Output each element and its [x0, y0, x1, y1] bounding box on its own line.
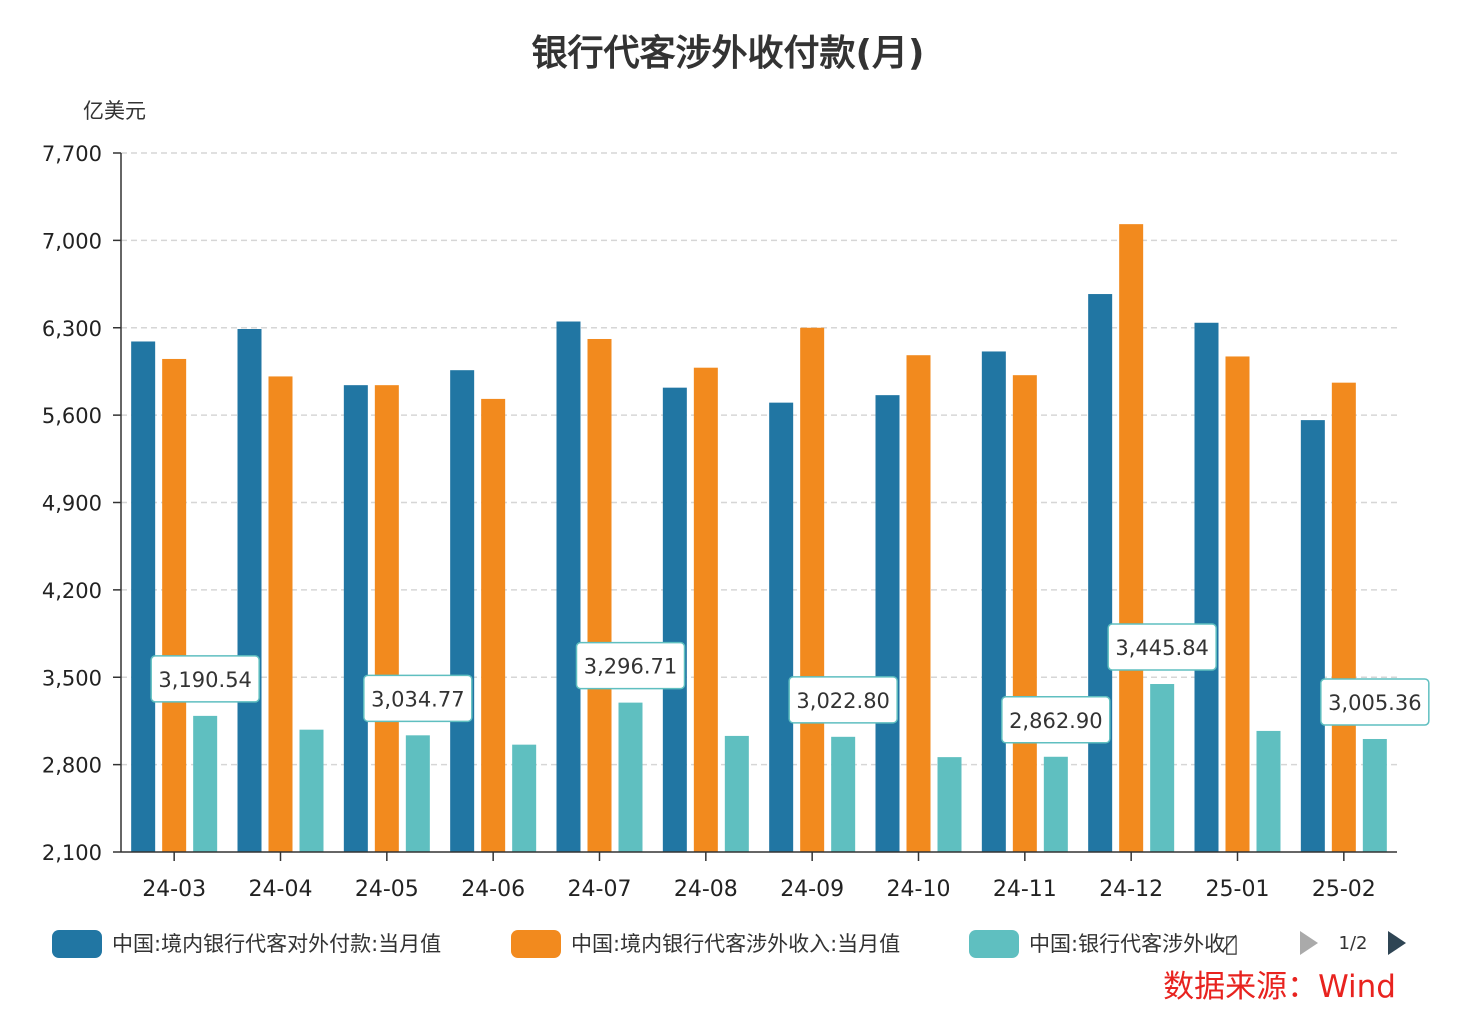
bar — [800, 327, 825, 852]
bar — [693, 367, 718, 852]
data-label-box — [1320, 678, 1430, 726]
bar — [162, 358, 187, 852]
legend-page-indicator: 1/2 — [1339, 933, 1368, 954]
data-label: 3,005.36 — [1328, 691, 1422, 715]
bar — [1150, 684, 1175, 852]
data-labels: 3,190.54 3,034.77 3,296.71 3,022.80 2,862.90… — [150, 623, 1430, 744]
y-tick-label: 4,200 — [42, 579, 102, 603]
data-label: 2,862.90 — [1009, 709, 1103, 733]
x-axis: 24-03 24-04 24-05 24-06 24-07 24-08 24-09 24-10… — [121, 851, 1397, 902]
y-axis: 2,100 2,800 3,500 4,200 4,900 5,600 6,300 7,000… — [42, 142, 122, 865]
bar — [1225, 356, 1250, 852]
x-tick-label: 25-01 — [1206, 877, 1270, 902]
legend-swatch[interactable] — [511, 930, 561, 958]
data-source: 数据来源：Wind — [1163, 969, 1396, 1005]
bar — [587, 338, 612, 853]
data-label-box — [363, 674, 473, 723]
bar — [981, 351, 1006, 852]
x-tick-label: 24-03 — [142, 877, 206, 902]
data-label-box — [1107, 623, 1217, 671]
x-tick-label: 24-07 — [568, 877, 632, 902]
x-tick-label: 24-09 — [780, 877, 844, 902]
bar — [1119, 224, 1144, 853]
bars — [131, 224, 1387, 853]
y-tick-label: 2,100 — [42, 841, 102, 865]
x-tick-label: 25-02 — [1312, 877, 1376, 902]
y-tick-label: 7,000 — [42, 229, 102, 253]
grid-lines — [121, 152, 1397, 766]
bar — [618, 702, 643, 852]
legend-next-page-icon[interactable] — [1388, 931, 1406, 955]
data-label-box — [150, 655, 260, 703]
y-tick-label: 2,800 — [42, 754, 102, 778]
legend-label[interactable]: 中国:银行代客涉外收付̸ — [1029, 932, 1238, 956]
x-tick-label: 24-10 — [887, 877, 951, 902]
bar — [906, 355, 931, 852]
legend: 中国:境内银行代客对外付款:当月值 中国:境内银行代客涉外收入:当月值 中国:银行代… — [52, 930, 1238, 958]
bar — [481, 398, 506, 852]
x-tick-label: 24-05 — [355, 877, 419, 902]
bar — [299, 729, 324, 852]
x-tick-label: 24-04 — [249, 877, 313, 902]
x-tick-label: 24-06 — [461, 877, 525, 902]
y-tick-label: 3,500 — [42, 666, 102, 690]
x-tick-label: 24-11 — [993, 877, 1057, 902]
bar — [1256, 730, 1281, 852]
data-label: 3,445.84 — [1115, 636, 1209, 660]
bar — [512, 744, 537, 852]
bar — [937, 757, 962, 852]
legend-swatch[interactable] — [52, 930, 102, 958]
data-label-box — [1001, 696, 1111, 744]
data-label: 3,034.77 — [371, 687, 465, 711]
bar — [662, 387, 687, 852]
bar — [405, 735, 430, 852]
bar — [875, 395, 900, 852]
x-tick-label: 24-08 — [674, 877, 738, 902]
bar — [450, 370, 475, 852]
bar — [724, 735, 749, 852]
data-label: 3,022.80 — [796, 689, 890, 713]
legend-label[interactable]: 中国:境内银行代客涉外收入:当月值 — [571, 932, 900, 956]
bar — [769, 402, 794, 852]
bar — [1012, 375, 1037, 852]
data-label: 3,190.54 — [158, 668, 252, 692]
bar — [1088, 294, 1113, 852]
legend-swatch[interactable] — [969, 930, 1019, 958]
bar — [131, 341, 156, 852]
y-axis-unit-label: 亿美元 — [83, 99, 146, 123]
y-tick-label: 7,700 — [42, 142, 102, 166]
chart-title: 银行代客涉外收付款(月) — [532, 33, 925, 74]
bar — [268, 376, 293, 852]
data-label-box — [788, 676, 898, 724]
data-label-box — [575, 641, 686, 690]
bar — [237, 328, 262, 853]
bar — [556, 321, 581, 853]
bar — [1194, 322, 1219, 852]
bar — [1331, 382, 1356, 852]
bar — [374, 385, 399, 852]
bar — [343, 385, 368, 852]
y-tick-label: 6,300 — [42, 317, 102, 341]
y-tick-label: 4,900 — [42, 492, 102, 516]
bar — [1362, 738, 1387, 852]
bar — [1043, 756, 1068, 852]
legend-label[interactable]: 中国:境内银行代客对外付款:当月值 — [112, 932, 441, 956]
x-tick-label: 24-12 — [1099, 877, 1163, 902]
legend-prev-page-icon[interactable] — [1300, 931, 1318, 955]
data-label: 3,296.71 — [584, 655, 678, 679]
bar — [831, 736, 856, 852]
bar — [193, 715, 218, 852]
bar — [1300, 420, 1325, 852]
y-tick-label: 5,600 — [42, 404, 102, 428]
